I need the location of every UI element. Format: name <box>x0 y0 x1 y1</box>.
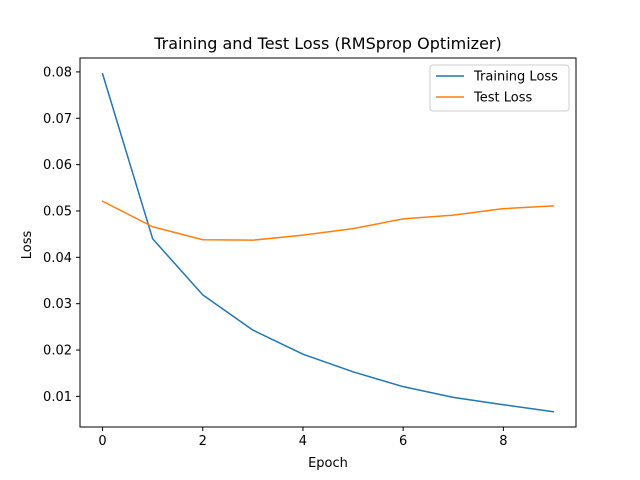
y-tick-label: 0.08 <box>43 65 72 80</box>
series-line-training-loss <box>101 73 555 413</box>
y-tick-label: 0.04 <box>43 251 72 266</box>
legend-label: Test Loss <box>473 91 532 106</box>
legend: Training Loss Test Loss <box>429 64 570 112</box>
series-line-test-loss <box>101 200 555 241</box>
y-tick-label: 0.01 <box>43 390 72 405</box>
series-lines <box>101 73 555 413</box>
x-axis-ticks: 0 2 4 6 8 <box>98 427 507 449</box>
y-tick-label: 0.05 <box>43 204 72 219</box>
y-axis-label: Loss <box>20 231 35 260</box>
plot-area <box>79 57 577 428</box>
x-tick-label: 8 <box>499 434 507 449</box>
x-axis-label: Epoch <box>308 456 348 471</box>
chart-title: Training and Test Loss (RMSprop Optimize… <box>153 34 501 53</box>
y-tick-label: 0.06 <box>43 158 72 173</box>
legend-box <box>429 64 570 112</box>
x-tick-label: 0 <box>98 434 106 449</box>
legend-label: Training Loss <box>473 70 558 85</box>
y-tick-label: 0.02 <box>43 344 72 359</box>
y-tick-label: 0.07 <box>43 112 72 127</box>
x-tick-label: 2 <box>199 434 207 449</box>
y-tick-label: 0.03 <box>43 297 72 312</box>
y-axis-ticks: 0.01 0.02 0.03 0.04 0.05 0.06 0.07 0.08 <box>43 65 80 405</box>
x-tick-label: 4 <box>299 434 307 449</box>
plot-frame <box>79 57 577 428</box>
x-tick-label: 6 <box>399 434 407 449</box>
